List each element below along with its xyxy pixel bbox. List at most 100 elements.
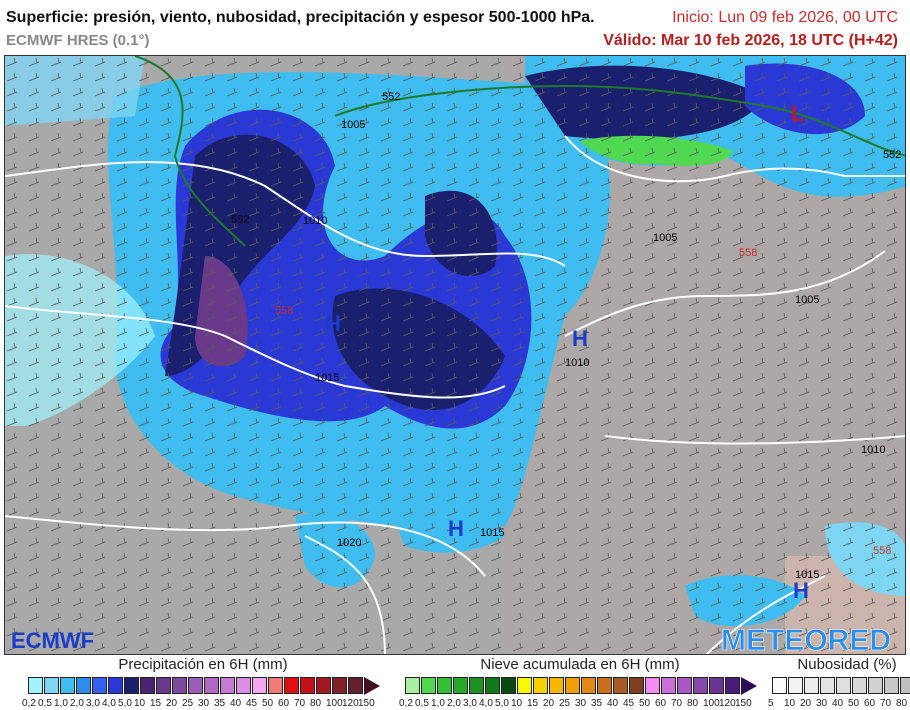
svg-text:1015: 1015 [795,569,819,581]
snow-legend-label: 10 [511,698,523,709]
precip-legend-label: 15 [150,698,162,709]
cloud-legend-label: 40 [832,698,844,709]
meteored-logo: METEORED [721,624,891,655]
snow-legend-label: 3,0 [463,698,477,709]
cloud-color-swatch [820,677,835,694]
snow-color-swatch [613,677,628,694]
snow-legend-label: 80 [687,698,699,709]
svg-text:1015: 1015 [315,372,339,384]
svg-text:H: H [572,326,588,351]
cloud-legend-label: 60 [864,698,876,709]
svg-text:552: 552 [231,214,249,226]
precip-color-swatch [300,677,315,694]
svg-text:H: H [448,516,464,541]
precip-legend-label: 10 [134,698,146,709]
precip-color-swatch [156,677,171,694]
svg-text:1005: 1005 [653,232,677,244]
precip-legend-label: 100 [326,698,343,709]
isobar-labels: 1005 1010 1015 1020 1005 1010 1010 1005 … [303,119,885,581]
svg-text:552: 552 [382,91,400,103]
init-time: Inicio: Lun 09 feb 2026, 00 UTC [672,9,898,26]
cloud-color-swatch [788,677,803,694]
precip-legend: Precipitación en 6H (mm) 0,2 0,5 1,0 2,0 3,0… [22,656,380,709]
snow-legend-label: 35 [591,698,603,709]
snow-legend-label: 1,0 [431,698,445,709]
precip-legend-label: 30 [198,698,210,709]
snow-legend-label: 25 [559,698,571,709]
precip-legend-label: 5,0 [118,698,132,709]
precip-legend-label: 1,0 [54,698,68,709]
precip-legend-title: Precipitación en 6H (mm) [118,656,288,673]
snow-legend-labels: 0,2 0,5 1,0 2,0 3,0 4,0 5,0 10 15 20 25 30 35 40 45 50 6… [399,698,757,709]
cloud-color-swatch [852,677,867,694]
weather-map[interactable]: 1005 1010 1015 1020 1005 1010 1010 1005 … [4,55,906,655]
precip-colorbar [28,676,380,695]
cloud-legend-title: Nubosidad (%) [797,656,897,673]
snow-color-swatch [533,677,548,694]
svg-text:1010: 1010 [861,444,885,456]
svg-text:1005: 1005 [341,119,365,131]
precip-color-swatch [220,677,235,694]
snow-legend-title: Nieve acumulada en 6H (mm) [480,656,680,673]
snow-legend-label: 60 [655,698,667,709]
snow-legend-label: 20 [543,698,555,709]
snow-legend-label: 15 [527,698,539,709]
cloud-legend-label: 5 [768,698,774,709]
snow-color-swatch [725,677,740,694]
precip-legend-label: 3,0 [86,698,100,709]
precip-color-swatch [124,677,139,694]
svg-text:H: H [325,311,341,336]
precip-color-swatch [76,677,91,694]
cloud-legend-label: 10 [784,698,796,709]
snow-color-swatch [469,677,484,694]
svg-text:1020: 1020 [337,537,361,549]
svg-text:1010: 1010 [565,357,589,369]
cloud-color-swatch [836,677,851,694]
cloud-colorbar [772,676,910,695]
cloud-color-swatch [772,677,787,694]
snow-colorbar [405,676,757,695]
precip-color-swatch [188,677,203,694]
precip-color-swatch [364,676,380,695]
snow-color-swatch [405,677,420,694]
precip-legend-label: 35 [214,698,226,709]
snow-color-swatch [565,677,580,694]
precip-legend-label: 4,0 [102,698,116,709]
snow-legend-label: 30 [575,698,587,709]
precip-color-swatch [236,677,251,694]
snow-color-swatch [645,677,660,694]
cloud-legend-label: 50 [848,698,860,709]
snow-legend: Nieve acumulada en 6H (mm) 0,2 0,5 1,0 2,0 3… [399,656,757,709]
precip-color-swatch [316,677,331,694]
cloud-legend: Nubosidad (%) 5102030405060708090 [768,656,910,709]
snow-color-swatch [485,677,500,694]
cloud-color-swatch [900,677,910,694]
snow-legend-label: 70 [671,698,683,709]
snow-color-swatch [693,677,708,694]
precip-legend-label: 2,0 [70,698,84,709]
snow-legend-label: 5,0 [495,698,509,709]
precip-legend-label: 20 [166,698,178,709]
snow-legend-label: 40 [607,698,619,709]
precip-color-swatch [60,677,75,694]
map-title: Superficie: presión, viento, nubosidad, … [6,9,595,26]
cloud-legend-labels: 5102030405060708090 [768,698,910,709]
cloud-color-swatch [868,677,883,694]
cloud-legend-label: 30 [816,698,828,709]
isobars [5,135,905,654]
precip-color-swatch [28,677,43,694]
precip-legend-label: 60 [278,698,290,709]
snow-color-swatch [549,677,564,694]
thickness-labels: 552 552 552 558 558 558 [231,91,901,557]
precip-legend-label: 25 [182,698,194,709]
precip-color-swatch [140,677,155,694]
snow-color-swatch [501,677,516,694]
svg-text:558: 558 [873,545,891,557]
snow-color-swatch [629,677,644,694]
snow-legend-label: 120 [719,698,736,709]
precip-legend-label: 0,2 [22,698,36,709]
cloud-legend-label: 70 [880,698,892,709]
thickness-line-552 [134,56,905,247]
precip-legend-label: 50 [262,698,274,709]
model-name: ECMWF HRES (0.1°) [6,32,150,49]
